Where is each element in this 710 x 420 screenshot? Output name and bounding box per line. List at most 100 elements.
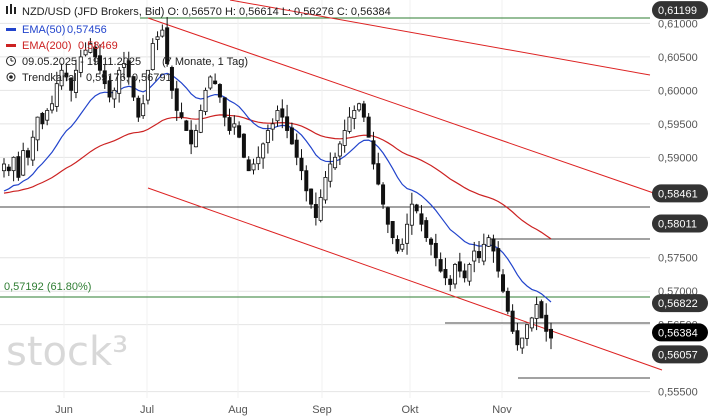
clock-icon bbox=[6, 56, 16, 66]
candle-body bbox=[203, 89, 208, 113]
candle bbox=[318, 189, 323, 223]
ema50-legend-value: 0,57456 bbox=[67, 24, 107, 36]
badge-background bbox=[652, 214, 708, 233]
candle bbox=[222, 97, 227, 127]
candle bbox=[117, 67, 122, 103]
candle bbox=[385, 206, 390, 234]
candle bbox=[467, 262, 472, 286]
candle bbox=[30, 130, 35, 166]
candle bbox=[189, 120, 194, 155]
candle-body bbox=[112, 89, 117, 100]
candle bbox=[145, 69, 150, 105]
badge-background bbox=[652, 1, 708, 20]
price-badge: 0,58011 bbox=[652, 214, 708, 233]
candle bbox=[539, 299, 544, 319]
candle bbox=[73, 59, 78, 99]
candle-body bbox=[25, 150, 30, 158]
candle bbox=[304, 165, 309, 202]
candle-body bbox=[141, 103, 146, 117]
candle-body bbox=[83, 49, 88, 56]
candle bbox=[246, 156, 251, 172]
candle-body bbox=[520, 337, 525, 349]
candle-body bbox=[6, 166, 11, 172]
candle bbox=[333, 152, 338, 170]
ema200-legend-value: 0,58469 bbox=[78, 40, 118, 52]
candle bbox=[352, 105, 357, 130]
ema200-line bbox=[3, 114, 552, 240]
candle bbox=[141, 94, 146, 119]
candle bbox=[35, 116, 40, 152]
candle-body bbox=[126, 60, 131, 78]
ema200-legend-swatch bbox=[6, 44, 16, 47]
candle bbox=[549, 322, 554, 350]
candle bbox=[16, 151, 21, 181]
x-tick-label: Aug bbox=[228, 404, 248, 416]
candle bbox=[448, 275, 453, 292]
candle bbox=[93, 42, 98, 66]
candle bbox=[443, 257, 448, 286]
candle bbox=[414, 203, 419, 214]
candle bbox=[160, 24, 165, 38]
candle-body bbox=[64, 72, 69, 78]
candle-body bbox=[323, 176, 328, 201]
candle-body bbox=[189, 129, 194, 145]
ema200-legend-label: EMA(200) bbox=[22, 40, 72, 52]
candle-body bbox=[97, 55, 102, 71]
candle-body bbox=[529, 317, 534, 329]
y-tick-label: 0,60500 bbox=[658, 52, 698, 64]
candle-body bbox=[366, 116, 371, 138]
date-range-text: 09.05.2025 - 19.11.2025 bbox=[22, 56, 141, 68]
candle-body bbox=[54, 83, 59, 107]
candle-body bbox=[35, 116, 40, 141]
candle-body bbox=[304, 170, 309, 192]
candle bbox=[390, 221, 395, 245]
candle-body bbox=[246, 159, 251, 172]
candle bbox=[54, 71, 59, 112]
candle bbox=[520, 337, 525, 354]
candle-body bbox=[21, 150, 26, 176]
candle bbox=[457, 252, 462, 278]
candle-body bbox=[107, 80, 112, 98]
candle-body bbox=[505, 290, 510, 312]
candle bbox=[251, 158, 256, 175]
candle bbox=[241, 133, 246, 159]
ema50-legend-swatch bbox=[6, 28, 16, 31]
candle bbox=[357, 102, 362, 112]
candle-body bbox=[453, 264, 458, 285]
candle-body bbox=[150, 43, 155, 71]
candle bbox=[289, 122, 294, 145]
candle bbox=[169, 65, 174, 99]
candle-body bbox=[357, 103, 362, 111]
candle bbox=[371, 131, 376, 170]
candle-body bbox=[481, 243, 486, 262]
candle bbox=[342, 119, 347, 153]
trend-channel-label: Trendkanal bbox=[22, 72, 77, 84]
candle-body bbox=[136, 97, 141, 118]
y-tick-label: 0,61000 bbox=[658, 18, 698, 30]
candle-body bbox=[117, 69, 122, 94]
candle bbox=[505, 287, 510, 315]
candle bbox=[69, 77, 74, 102]
candle-body bbox=[169, 67, 174, 91]
candle-body bbox=[477, 251, 482, 259]
candle-body bbox=[309, 188, 314, 205]
trend-channel-upper-line bbox=[147, 17, 669, 199]
candle-body bbox=[160, 29, 165, 37]
candle bbox=[395, 235, 400, 254]
candle bbox=[25, 147, 30, 166]
candle-body bbox=[337, 143, 342, 157]
candle-body bbox=[78, 56, 83, 73]
candle-body bbox=[30, 136, 35, 161]
candle-body bbox=[145, 69, 150, 101]
candle bbox=[366, 113, 371, 138]
candle-body bbox=[222, 97, 227, 118]
candle bbox=[2, 158, 7, 178]
candle bbox=[112, 87, 117, 108]
candle-body bbox=[400, 243, 405, 250]
candle bbox=[347, 107, 352, 134]
candle bbox=[88, 38, 93, 54]
candle bbox=[217, 83, 222, 103]
candle-body bbox=[429, 238, 434, 245]
candle bbox=[184, 119, 189, 131]
candle-body bbox=[102, 70, 107, 85]
